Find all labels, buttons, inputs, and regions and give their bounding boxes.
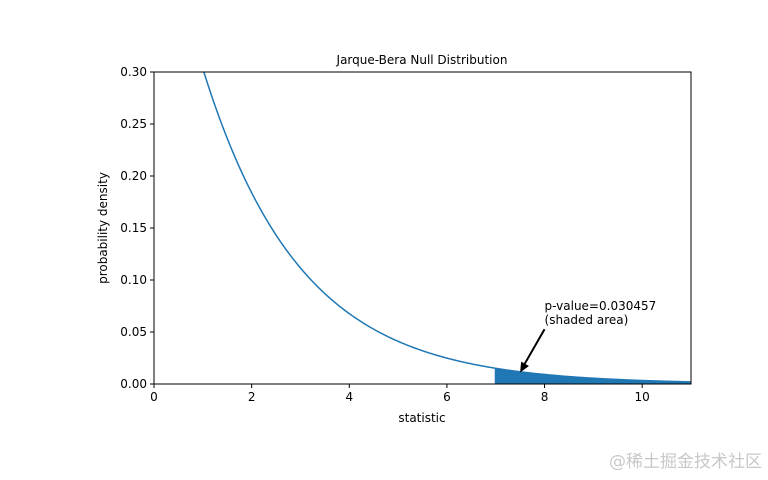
axes-frame <box>153 71 692 385</box>
x-tick-label: 2 <box>248 390 256 404</box>
y-tick-label: 0.20 <box>120 169 147 183</box>
y-tick-label: 0.25 <box>120 117 147 131</box>
annotation-line-2: (shaded area) <box>545 313 629 327</box>
x-tick-label: 8 <box>541 390 549 404</box>
shaded-area <box>494 368 691 384</box>
x-tick-label: 4 <box>345 390 353 404</box>
y-tick-label: 0.05 <box>120 325 147 339</box>
x-tick-label: 6 <box>443 390 451 404</box>
chart-title: Jarque-Bera Null Distribution <box>336 53 508 67</box>
annotation-arrow-head <box>520 361 529 373</box>
y-tick-label: 0.15 <box>120 221 147 235</box>
watermark: @稀土掘金技术社区 <box>609 452 762 472</box>
pdf-curve <box>203 72 691 383</box>
x-axis-label: statistic <box>398 411 445 425</box>
y-tick-label: 0.00 <box>120 377 147 391</box>
annotation-arrow-shaft <box>522 328 546 368</box>
x-tick-label: 10 <box>635 390 650 404</box>
y-tick-label: 0.10 <box>120 273 147 287</box>
x-tick-label: 0 <box>150 390 158 404</box>
y-axis-label: probability density <box>96 172 110 284</box>
y-tick-label: 0.30 <box>120 65 147 79</box>
plot-area: 0 2 4 6 8 10 0.00 0.05 0.10 0.15 0.20 0.25 0.30 <box>120 65 692 404</box>
annotation-line-1: p-value=0.030457 <box>545 299 657 313</box>
